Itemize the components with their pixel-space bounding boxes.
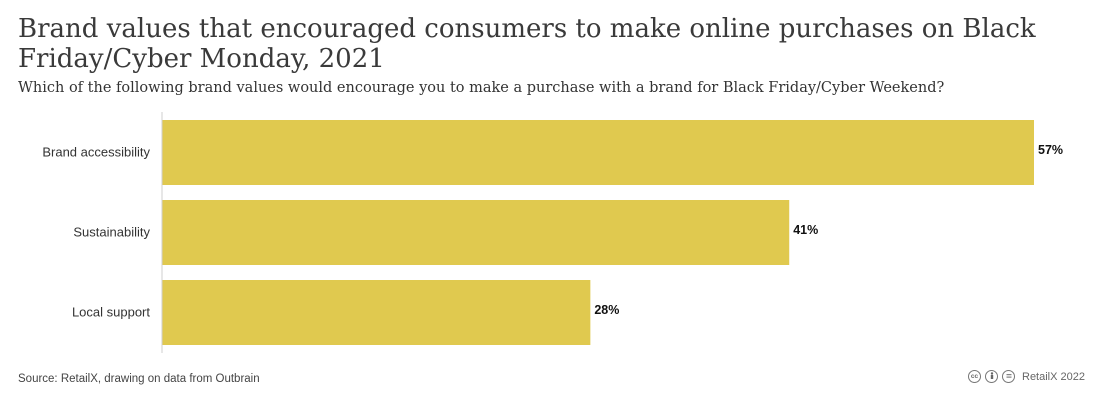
- chart-subtitle: Which of the following brand values woul…: [18, 80, 945, 96]
- by-icon: [985, 370, 998, 383]
- category-label: Brand accessibility: [42, 145, 150, 160]
- category-label: Sustainability: [73, 225, 150, 240]
- chart-title: Brand values that encouraged consumers t…: [18, 14, 1036, 74]
- value-label: 41%: [793, 223, 818, 237]
- license-footer: cc RetailX 2022: [968, 370, 1085, 383]
- bar-brand-accessibility: [162, 120, 1034, 185]
- source-note: Source: RetailX, drawing on data from Ou…: [18, 373, 260, 385]
- value-label: 28%: [594, 303, 619, 317]
- category-label: Local support: [72, 305, 150, 320]
- equals-icon: [1002, 370, 1015, 383]
- bar-local-support: [162, 280, 591, 345]
- value-label: 57%: [1038, 143, 1063, 157]
- bar-sustainability: [162, 200, 790, 265]
- bars-group: Brand accessibility 57% Sustainability 41% L…: [42, 120, 1063, 345]
- credit-text: RetailX 2022: [1022, 370, 1085, 383]
- cc-icon: cc: [968, 370, 981, 383]
